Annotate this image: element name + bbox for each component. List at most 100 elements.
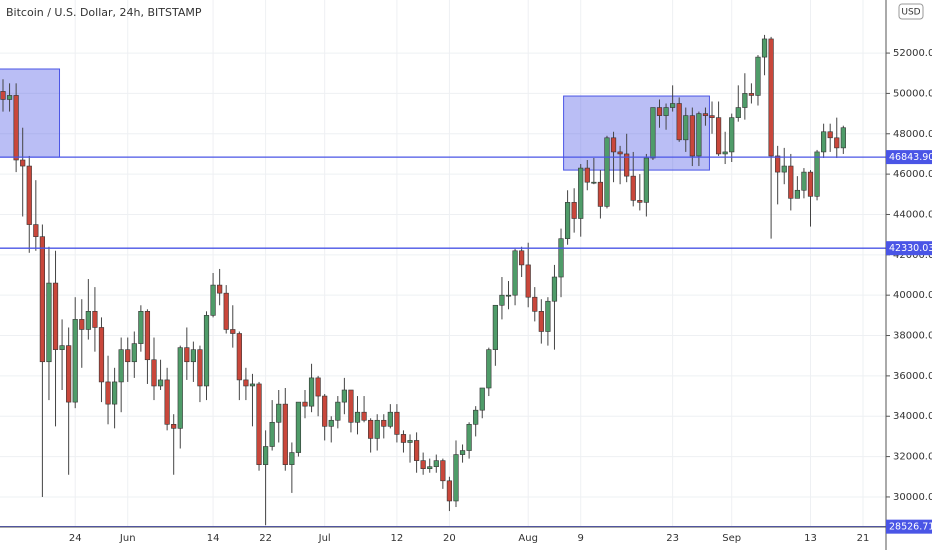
y-tick-label: 38000.00 [893, 331, 932, 342]
candle-body [486, 349, 492, 389]
chart-title: Bitcoin / U.S. Dollar, 24h, BITSTAMP [6, 6, 202, 19]
zone-box [0, 68, 61, 158]
candle-body [440, 460, 446, 482]
candle-body [210, 284, 216, 316]
candle-body [387, 411, 393, 427]
candle-body [676, 103, 682, 141]
candle-body [624, 153, 630, 177]
candle-body [125, 349, 131, 363]
level-tag [886, 241, 932, 256]
candle-body [433, 460, 439, 467]
candle-body [597, 181, 604, 207]
candle-body [689, 115, 695, 157]
y-tick-label: 30000.00 [893, 492, 932, 503]
candle-body [722, 151, 728, 155]
candle-body [761, 38, 768, 58]
candle-body [827, 131, 833, 139]
candle-body [131, 343, 137, 363]
candle-body [617, 151, 623, 155]
y-tick-label: 40000.00 [893, 290, 932, 301]
x-tick-label: Jun [119, 533, 136, 544]
x-tick-label: 22 [259, 533, 272, 544]
candle-body [427, 466, 433, 469]
candle-body [755, 56, 761, 96]
price-axis-bg [886, 0, 932, 550]
candle-body [394, 411, 400, 435]
candle-body [742, 93, 748, 108]
candle-body [144, 311, 151, 361]
level-tag [886, 150, 932, 165]
candle-body [295, 401, 302, 453]
candle-body [413, 440, 420, 461]
candle-body [420, 460, 426, 469]
candle-body [512, 250, 518, 296]
candle-body [98, 327, 105, 383]
candle-body [650, 107, 656, 159]
candle-body [59, 345, 65, 350]
candle-body [814, 151, 820, 197]
x-tick-label: 21 [857, 533, 870, 544]
candle-body [249, 383, 256, 387]
candle-body [781, 165, 787, 173]
candle-body [203, 315, 210, 387]
candle-body [6, 95, 13, 100]
candle-body [66, 345, 72, 403]
candle-body [354, 411, 361, 423]
candle-body [840, 127, 846, 149]
candle-body [157, 379, 164, 387]
candle-body [262, 446, 269, 465]
candle-body [197, 349, 203, 387]
candle-body [171, 424, 177, 429]
candle-body [230, 329, 236, 334]
currency-badge[interactable] [898, 3, 924, 20]
level-tag [886, 519, 932, 534]
candle-body [459, 450, 466, 455]
axis: 30000.00 32000.00 34000.00 36000.00 38000.00… [69, 48, 932, 544]
candle-body [13, 95, 19, 161]
candle-body [545, 300, 551, 332]
candle-body [184, 347, 190, 363]
candle-body [85, 311, 91, 330]
candle-body [696, 113, 702, 157]
candle-body [775, 155, 781, 173]
candle-body [821, 131, 827, 153]
level-tag-label: 28526.71 [889, 522, 932, 533]
candle-body [748, 93, 755, 96]
x-tick-label: 13 [804, 533, 817, 544]
candles [0, 34, 846, 526]
x-tick-label: 9 [578, 533, 584, 544]
candle-body [407, 440, 413, 443]
y-tick-label: 34000.00 [893, 411, 932, 422]
candle-body [709, 115, 715, 118]
candle-body [466, 424, 472, 451]
candle-body [302, 401, 308, 407]
candle-body [243, 379, 249, 387]
candle-body [591, 181, 597, 184]
y-tick-label: 36000.00 [893, 371, 932, 382]
candle-body [374, 419, 380, 439]
candle-body [505, 294, 512, 297]
candle-body [807, 171, 814, 197]
y-tick-label: 32000.00 [893, 452, 932, 463]
candle-body [269, 421, 275, 447]
candle-body [328, 419, 334, 427]
candle-body [223, 292, 229, 330]
candle-body [794, 189, 800, 199]
candle-body [834, 137, 840, 149]
candle-body [79, 319, 85, 330]
candle-body [788, 165, 794, 199]
candle-body [637, 200, 643, 203]
candle-body [341, 389, 347, 403]
x-tick-label: Aug [518, 533, 538, 544]
candle-body [276, 403, 282, 423]
candle-body [20, 159, 26, 167]
candle-body [151, 359, 157, 387]
time-axis-bg [0, 527, 886, 550]
candle-body [39, 236, 45, 363]
currency-badge-label[interactable]: USD [901, 8, 920, 18]
candle-body [105, 381, 111, 405]
x-tick-label: 20 [443, 533, 456, 544]
candle-body [52, 282, 59, 350]
